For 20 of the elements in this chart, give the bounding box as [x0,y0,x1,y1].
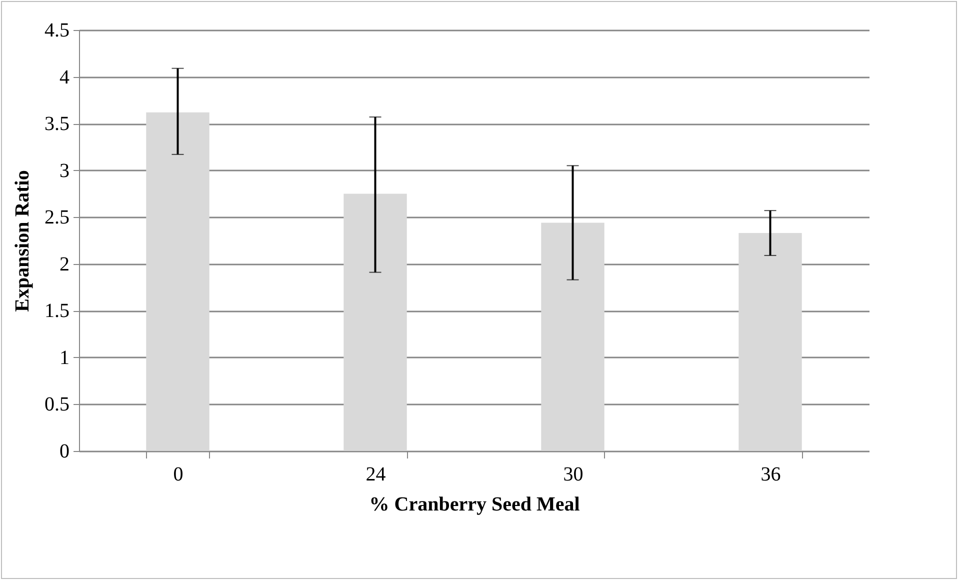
y-tick-label: 2.5 [44,206,70,229]
x-tick-label: 24 [366,464,386,486]
y-tick-label: 0.5 [44,394,70,416]
y-tick-label: 3 [60,160,70,182]
bar [738,233,802,451]
y-axis-title: Expansion Ratio [12,170,34,312]
y-tick-label: 1.5 [44,300,70,322]
x-tick-label: 36 [760,464,781,486]
y-tick-label: 0 [60,440,70,462]
y-tick-label: 1 [60,346,70,369]
y-tick-label: 4.5 [44,20,70,42]
bar [344,194,407,451]
bar [541,222,604,451]
x-tick-label: 30 [563,464,584,486]
y-tick-label: 4 [60,66,70,88]
x-tick-label: 0 [173,464,184,486]
bar [146,112,210,451]
x-axis-title: % Cranberry Seed Meal [369,494,580,516]
y-tick-label: 3.5 [44,113,70,136]
y-tick-label: 2 [60,253,70,276]
